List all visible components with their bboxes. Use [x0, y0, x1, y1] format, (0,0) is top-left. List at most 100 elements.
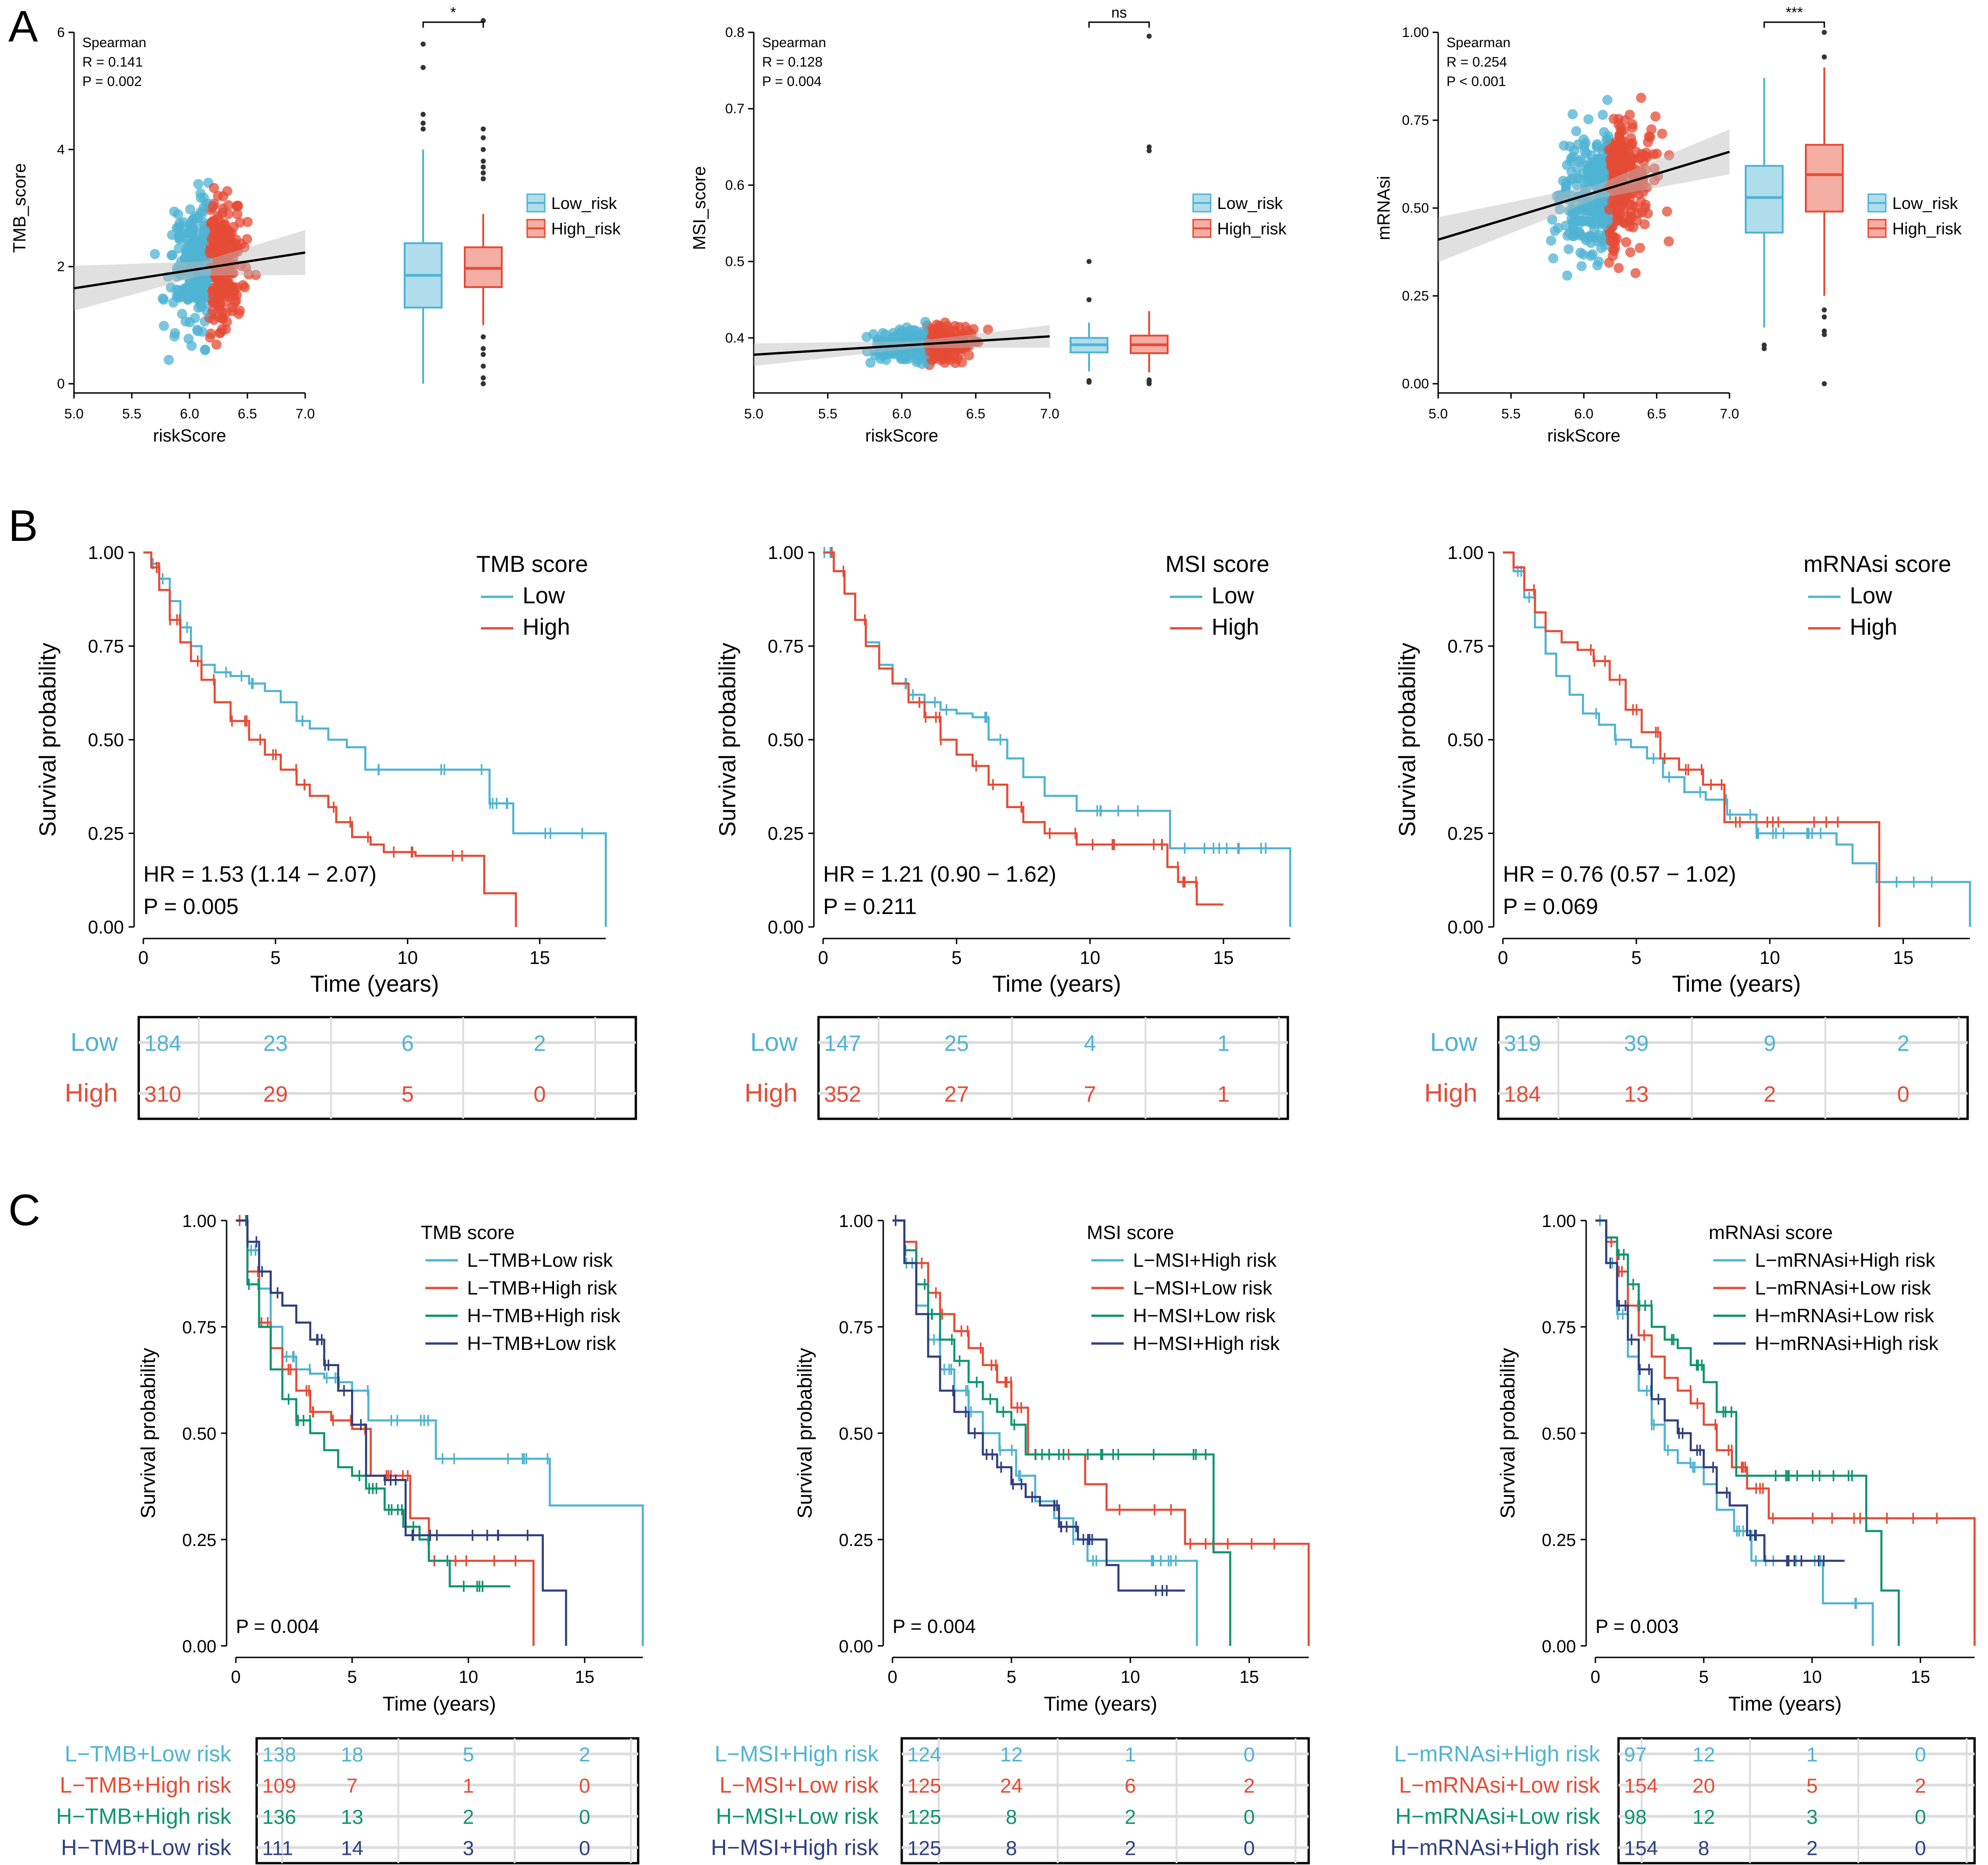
risk-table-cell: 1: [1125, 1743, 1136, 1766]
risk-table-cell: 2: [1243, 1774, 1255, 1797]
panel-label-a: A: [8, 2, 38, 51]
x-tick-label: 7.0: [1720, 406, 1739, 422]
x-tick-label: 5.5: [818, 406, 837, 422]
risk-table-cell: 23: [263, 1031, 288, 1056]
box-outlier: [480, 164, 486, 170]
legend-title: TMB score: [421, 1221, 515, 1243]
box-outlier: [480, 147, 486, 152]
data-point: [1604, 204, 1614, 215]
y-axis-title: Survival probability: [794, 1348, 816, 1518]
risk-table-frame: [1617, 1737, 1976, 1865]
significance-label: ***: [1785, 4, 1803, 21]
legend-label: H−MSI+Low risk: [1133, 1305, 1276, 1326]
y-axis-title: Survival probability: [35, 643, 61, 837]
risk-table-cell: 2: [1125, 1837, 1136, 1859]
y-axis-title: Survival probability: [714, 643, 740, 837]
x-tick-label: 10: [1802, 1668, 1822, 1687]
data-point: [223, 209, 234, 219]
x-axis-title: Time (years): [1044, 1693, 1157, 1715]
risk-table-row-label: H−mRNAsi+Low risk: [1395, 1804, 1600, 1829]
data-point: [1598, 110, 1608, 120]
data-point: [877, 350, 888, 361]
regression-line: [74, 251, 306, 290]
data-point: [964, 350, 974, 361]
data-point: [1546, 235, 1557, 246]
box-outlier: [1822, 307, 1827, 313]
y-tick-label: 1.00: [88, 543, 124, 563]
y-tick-label: 0.50: [182, 1424, 216, 1444]
y-tick-label: 0.50: [1542, 1424, 1576, 1444]
y-tick-label: 0.25: [1542, 1531, 1576, 1550]
y-tick-label: 1.00: [1402, 25, 1429, 40]
risk-table-cell: 1: [463, 1774, 474, 1797]
annotation-text: HR = 1.21 (0.90 − 1.62): [823, 862, 1056, 887]
data-point: [1643, 137, 1653, 147]
risk-table-cell: 39: [1624, 1031, 1649, 1056]
data-point: [1657, 129, 1668, 139]
x-tick-label: 0: [818, 948, 828, 968]
data-point: [168, 297, 179, 308]
scatter-panel-A2: 5.0 5.5 6.0 6.5 7.0 0.4 0.5 0.6 0.7 0.8 riskScore M…: [690, 4, 1287, 446]
data-point: [1571, 163, 1582, 173]
stat-text: Spearman: [1446, 35, 1510, 50]
legend-label: High_risk: [1217, 219, 1287, 238]
data-point: [1562, 270, 1573, 281]
y-tick-label: 0.50: [839, 1424, 873, 1444]
x-tick-label: 5: [1631, 948, 1641, 968]
risk-table-cell: 0: [1915, 1806, 1926, 1828]
box-outlier: [1761, 346, 1767, 351]
risk-table-frame: [817, 1016, 1289, 1120]
risk-table-cell: 184: [1504, 1082, 1541, 1107]
y-tick-label: 0.75: [839, 1318, 873, 1337]
data-point: [1585, 251, 1596, 261]
x-axis-title: Time (years): [1728, 1693, 1841, 1715]
annotation-text: P = 0.004: [236, 1615, 319, 1637]
data-point: [1594, 256, 1604, 267]
y-axis-title: Survival probability: [1496, 1348, 1519, 1518]
box-outlier: [480, 381, 486, 386]
risk-table-cell: 138: [262, 1743, 296, 1766]
risk-table-cell: 124: [907, 1743, 941, 1766]
risk-table-row-label: Low: [1430, 1027, 1477, 1056]
x-tick-label: 7.0: [1040, 406, 1059, 422]
risk-table-cell: 319: [1504, 1031, 1541, 1056]
box-outlier: [1822, 30, 1827, 35]
significance-bracket: [1088, 21, 1150, 28]
y-tick-label: 0.00: [768, 917, 804, 938]
y-tick-label: 0.50: [1402, 201, 1429, 216]
data-point: [918, 326, 929, 337]
x-axis-title: Time (years): [310, 971, 439, 997]
box-outlier: [420, 111, 426, 117]
data-point: [1583, 114, 1594, 124]
y-tick-label: 0.7: [725, 101, 745, 117]
stat-text: R = 0.141: [82, 55, 143, 70]
data-point: [173, 221, 184, 232]
risk-table-cell: 2: [1764, 1082, 1776, 1107]
data-point: [206, 217, 217, 227]
significance-label: ns: [1111, 4, 1127, 21]
box-outlier: [1822, 381, 1827, 386]
risk-table-cell: 8: [1698, 1837, 1709, 1859]
risk-table-row-label: H−TMB+Low risk: [61, 1835, 232, 1860]
box-outlier: [480, 135, 486, 141]
legend-title: mRNAsi score: [1709, 1221, 1833, 1243]
x-tick-label: 5: [1699, 1668, 1709, 1687]
risk-table-cell: 0: [579, 1837, 590, 1859]
legend-title: MSI score: [1087, 1221, 1174, 1243]
x-axis-title: riskScore: [153, 426, 226, 446]
data-point: [185, 258, 195, 269]
x-tick-label: 5: [347, 1668, 357, 1687]
x-tick-label: 15: [1213, 948, 1234, 968]
risk-table-frame: [1497, 1016, 1969, 1120]
data-point: [870, 350, 880, 361]
legend-label: L−MSI+Low risk: [1133, 1277, 1273, 1299]
data-point: [224, 248, 235, 259]
y-tick-label: 1.00: [182, 1212, 216, 1231]
risk-table-cell: 154: [1624, 1774, 1658, 1797]
y-tick-label: 6: [57, 25, 65, 40]
risk-table-cell: 6: [401, 1031, 414, 1056]
data-point: [1601, 135, 1612, 145]
risk-table-cell: 97: [1624, 1743, 1647, 1766]
risk-table-cell: 0: [1915, 1837, 1926, 1859]
